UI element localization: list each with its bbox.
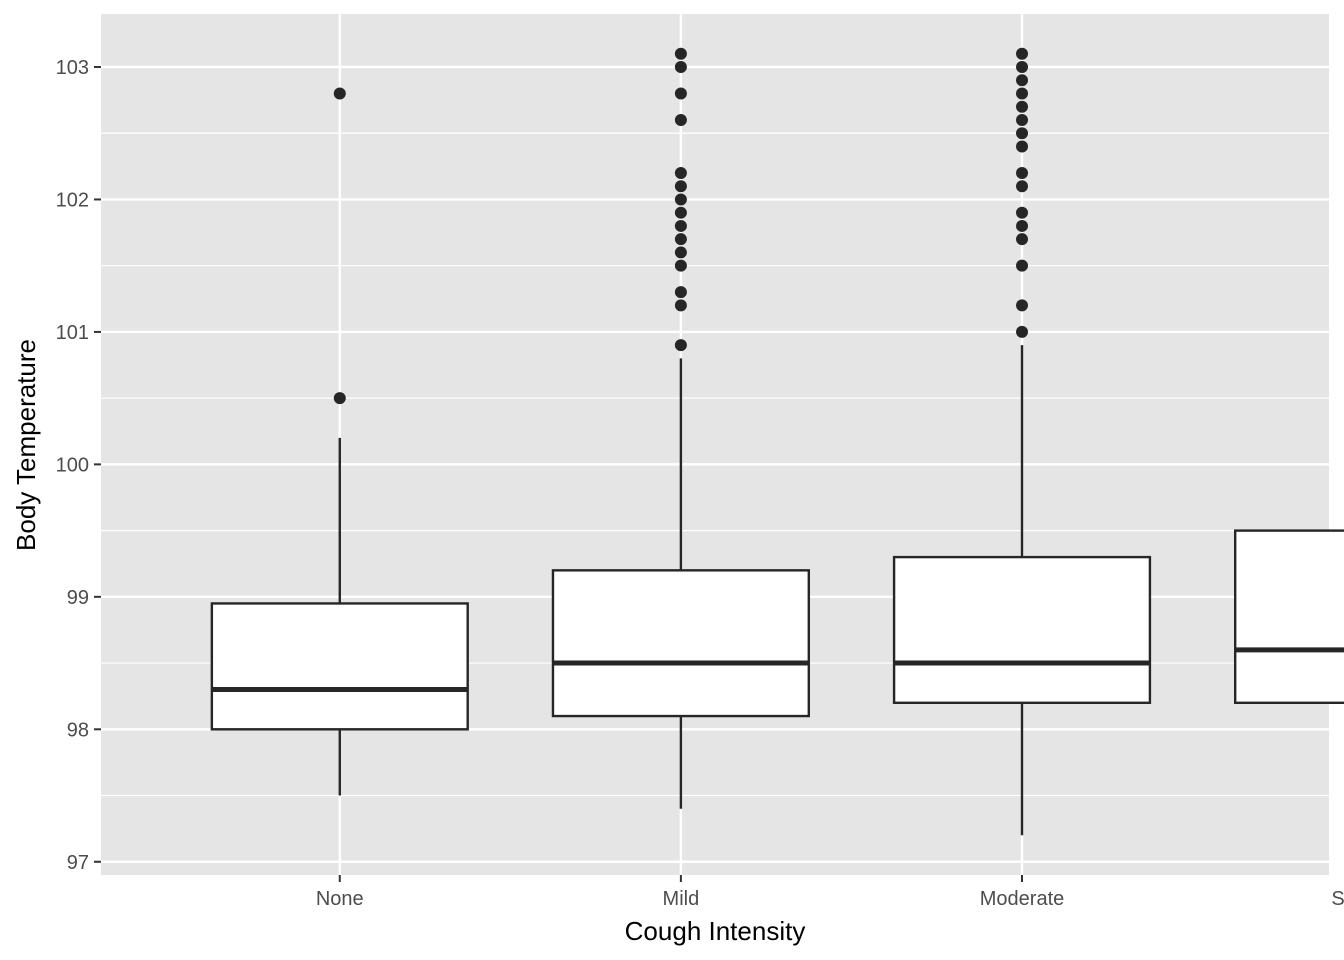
iqr-box <box>210 602 469 731</box>
outlier-point <box>674 259 687 272</box>
outlier-point <box>674 113 687 126</box>
iqr-box <box>892 555 1152 704</box>
outlier-point <box>674 87 687 100</box>
y-tick-label: 98 <box>67 719 89 741</box>
outlier-point <box>674 286 687 299</box>
outlier-point <box>333 392 346 405</box>
outlier-point <box>1016 74 1028 87</box>
outlier-point <box>674 206 687 219</box>
outlier-point <box>1016 87 1028 100</box>
outlier-point <box>1016 47 1028 60</box>
y-tick-label: 100 <box>56 454 89 476</box>
y-tick-label: 103 <box>56 57 89 79</box>
outlier-point <box>1016 299 1028 312</box>
outlier-point <box>1016 206 1028 219</box>
outlier-point <box>1016 60 1028 73</box>
outlier-point <box>1016 180 1028 193</box>
y-tick-label: 99 <box>67 587 89 609</box>
outlier-point <box>1016 113 1028 126</box>
outlier-point <box>674 180 687 193</box>
outlier-point <box>1016 233 1028 246</box>
outlier-point <box>674 246 687 259</box>
x-axis: None Mild Moderate Severe <box>316 875 1344 910</box>
outlier-point <box>1016 325 1028 338</box>
y-axis: 97 98 99 100 101 102 103 <box>56 57 101 874</box>
outlier-point <box>674 299 687 312</box>
box-mild <box>551 47 811 809</box>
x-tick-label: None <box>316 888 364 910</box>
outlier-point <box>674 166 687 179</box>
outlier-point <box>1016 140 1028 153</box>
outlier-point <box>674 60 687 73</box>
x-tick-label: Severe <box>1331 888 1344 910</box>
box-severe <box>1233 529 1344 704</box>
outlier-point <box>674 193 687 206</box>
outlier-point <box>333 87 346 100</box>
outlier-point <box>1016 127 1028 140</box>
outlier-point <box>1016 219 1028 232</box>
outlier-point <box>674 233 687 246</box>
outlier-point <box>1016 166 1028 179</box>
y-tick-label: 101 <box>56 322 89 344</box>
outlier-point <box>674 339 687 352</box>
box-none <box>210 87 469 796</box>
box-moderate <box>892 47 1152 836</box>
y-axis-title: Body Temperature <box>11 339 41 551</box>
x-axis-title: Cough Intensity <box>625 916 806 946</box>
outlier-point <box>674 47 687 60</box>
outlier-point <box>674 219 687 232</box>
box-series <box>210 47 1344 836</box>
x-tick-label: Mild <box>663 888 700 910</box>
iqr-box <box>1233 529 1344 704</box>
y-tick-label: 97 <box>67 852 89 874</box>
iqr-box <box>551 569 811 718</box>
outlier-point <box>1016 100 1028 113</box>
y-tick-label: 102 <box>56 189 89 211</box>
outlier-point <box>1016 259 1028 272</box>
plot-panel <box>101 14 1329 875</box>
x-tick-label: Moderate <box>980 888 1065 910</box>
